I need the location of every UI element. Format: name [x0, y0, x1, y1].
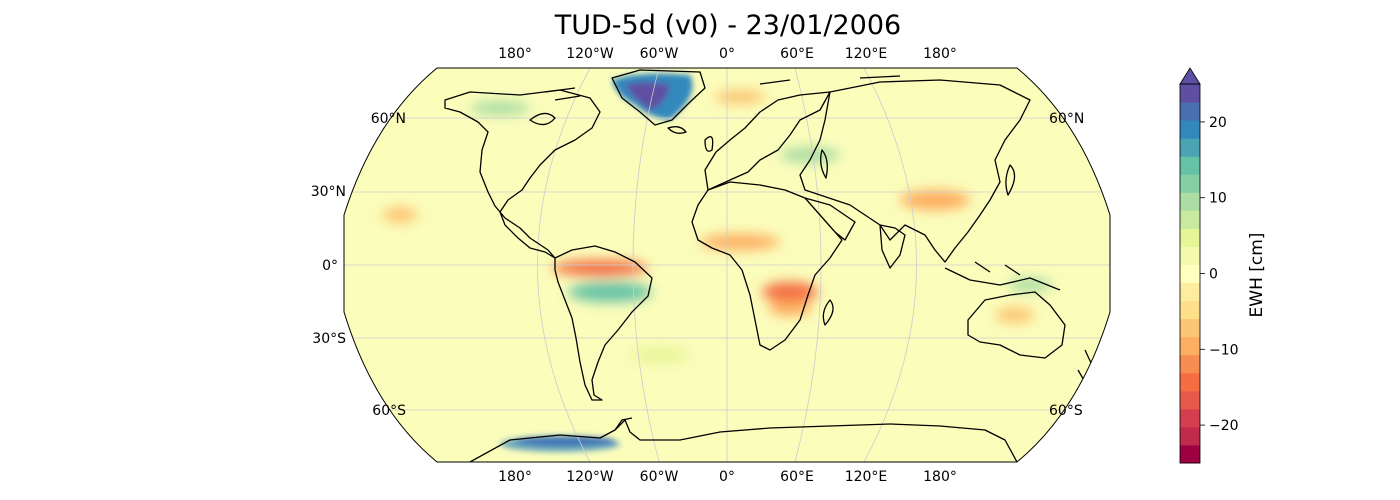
meridian-60e	[794, 68, 822, 462]
lat-label-left-30n: 30°N	[311, 184, 346, 200]
lon-label-top-120w: 120°W	[566, 46, 614, 62]
meridian-120e	[863, 68, 917, 462]
colorbar-band	[1180, 138, 1200, 157]
meridian-60w	[632, 68, 660, 462]
lon-label-top-60w: 60°W	[640, 46, 679, 62]
colorbar-tick-label: −20	[1209, 418, 1239, 434]
lon-label-bottom-0: 0°	[719, 469, 735, 485]
lon-label-bottom-120e: 120°E	[845, 469, 888, 485]
coast-uk	[704, 136, 714, 152]
anomaly-amazon-positive	[568, 282, 652, 302]
anomaly-africa-negative	[762, 282, 818, 302]
colorbar-band	[1180, 210, 1200, 229]
lat-label-left-30s: 30°S	[312, 331, 346, 347]
colorbar-band	[1180, 300, 1200, 320]
coast-madagascar	[822, 299, 834, 326]
anomaly-south-africa	[768, 300, 812, 316]
anomaly-australia	[995, 307, 1035, 323]
coast-antarctic-peninsula	[614, 417, 633, 431]
coast-india	[879, 224, 906, 269]
anomaly-caspian	[780, 147, 840, 163]
colorbar-band	[1180, 354, 1200, 374]
colorbar-band	[1180, 318, 1200, 338]
anomaly-alaska	[470, 101, 530, 115]
lon-label-top-0: 0°	[719, 46, 735, 62]
map-boundary	[343, 67, 1111, 463]
coast-arctic-islands	[544, 75, 901, 101]
colorbar-band	[1180, 390, 1200, 410]
colorbar-extend-arrow	[1179, 67, 1201, 85]
colorbar: 20 10 0 −10 −20 EWH [cm]	[1179, 67, 1267, 464]
bottom-lon-labels: 180° 120°W 60°W 0° 60°E 120°E 180°	[498, 469, 957, 485]
anomaly-south-atlantic	[630, 347, 690, 363]
lat-label-left-60s: 60°S	[372, 403, 406, 419]
colorbar-band	[1180, 336, 1200, 356]
lon-label-top-180w: 180°	[498, 46, 532, 62]
colorbar-ticks: 20 10 0 −10 −20	[1200, 115, 1239, 434]
colorbar-band	[1180, 228, 1200, 247]
coast-japan	[1005, 164, 1016, 196]
coast-antarctica	[469, 419, 1018, 462]
lon-label-top-120e: 120°E	[845, 46, 888, 62]
anomaly-greenland-core	[625, 82, 670, 110]
anomaly-sahel	[700, 234, 780, 250]
map-title: TUD-5d (v0) - 23/01/2006	[554, 10, 902, 41]
colorbar-tick-label: 0	[1209, 267, 1218, 283]
colorbar-bands	[1180, 84, 1200, 464]
colorbar-band	[1180, 120, 1200, 139]
coast-indonesia	[944, 261, 1061, 291]
anomaly-amazon-negative	[552, 260, 648, 276]
coast-hudson-bay	[529, 112, 556, 126]
anomaly-asia	[900, 190, 970, 210]
anomaly-scandinavia	[714, 90, 766, 104]
colorbar-band	[1180, 282, 1200, 302]
colorbar-band	[1180, 156, 1200, 175]
left-lat-labels: 60°N 30°N 0° 30°S 60°S	[311, 111, 406, 419]
anomaly-indonesia	[1008, 278, 1052, 292]
colorbar-band	[1180, 426, 1200, 446]
coast-greenland	[611, 69, 706, 126]
lon-label-top-60e: 60°E	[780, 46, 814, 62]
coastlines	[444, 69, 1093, 462]
colorbar-label: EWH [cm]	[1247, 233, 1267, 318]
lon-label-bottom-60w: 60°W	[640, 469, 679, 485]
coast-africa	[691, 181, 843, 351]
coast-australia	[967, 291, 1066, 359]
colorbar-band	[1180, 84, 1200, 103]
coast-asia	[799, 79, 1031, 263]
map-field	[344, 68, 1110, 462]
colorbar-tick-label: 20	[1209, 115, 1227, 131]
anomaly-west-antarctica-halo	[500, 436, 620, 452]
anomaly-pacific	[382, 207, 418, 223]
coast-south-america	[554, 245, 653, 401]
lon-label-bottom-120w: 120°W	[566, 469, 614, 485]
colorbar-band	[1180, 408, 1200, 428]
lon-label-top-180e: 180°	[923, 46, 957, 62]
right-lat-labels: 60°N 60°S	[1049, 111, 1084, 419]
colorbar-band	[1180, 174, 1200, 193]
lat-label-left-60n: 60°N	[371, 111, 406, 127]
lat-label-right-60n: 60°N	[1049, 111, 1084, 127]
coast-arabia	[804, 197, 856, 241]
lon-label-bottom-180e: 180°	[923, 469, 957, 485]
lat-label-left-0: 0°	[322, 258, 338, 274]
coast-caspian	[820, 149, 828, 179]
top-lon-labels: 180° 120°W 60°W 0° 60°E 120°E 180°	[498, 46, 957, 62]
colorbar-band	[1180, 192, 1200, 211]
graticule	[344, 68, 1110, 462]
colorbar-band	[1180, 372, 1200, 392]
colorbar-band	[1180, 102, 1200, 121]
colorbar-tick-label: −10	[1209, 342, 1239, 358]
coast-iceland	[667, 126, 687, 134]
meridian-120w	[537, 68, 591, 462]
lon-label-bottom-180w: 180°	[498, 469, 532, 485]
lat-label-right-60s: 60°S	[1049, 403, 1083, 419]
colorbar-band	[1180, 246, 1200, 265]
lon-label-bottom-60e: 60°E	[780, 469, 814, 485]
colorbar-band	[1180, 264, 1200, 284]
colorbar-tick-label: 10	[1209, 191, 1227, 207]
colorbar-band	[1180, 444, 1200, 464]
coast-north-america	[444, 89, 601, 259]
